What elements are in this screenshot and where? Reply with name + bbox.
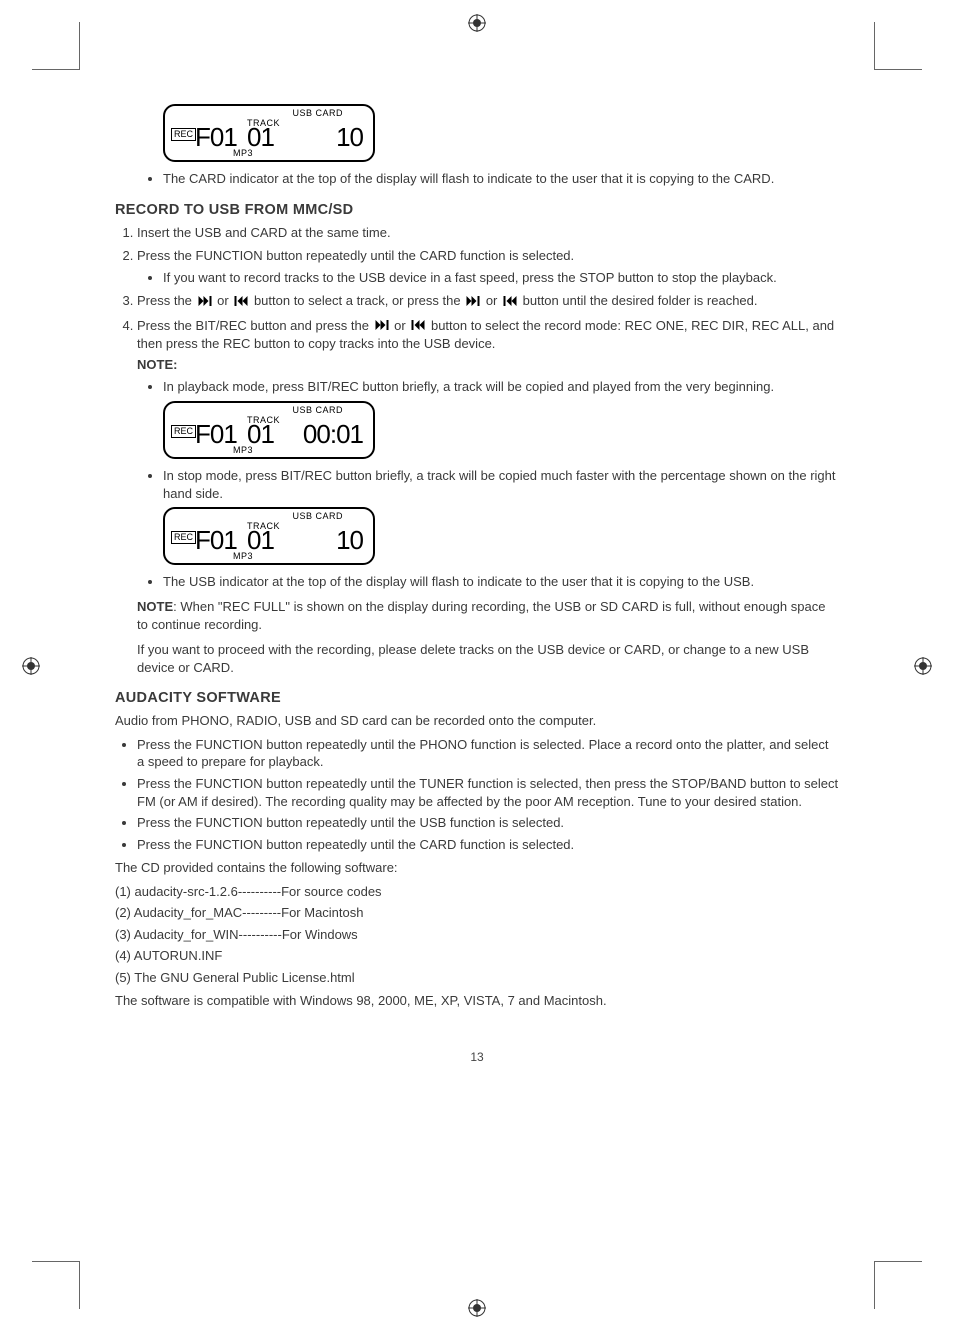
skip-backward-icon xyxy=(232,293,250,311)
crop-mark xyxy=(32,1261,80,1309)
lcd-mp3-label: MP3 xyxy=(233,551,253,561)
step-3a: Press the xyxy=(137,293,196,308)
skip-forward-icon xyxy=(464,293,482,311)
lcd-folder: F01 xyxy=(195,419,237,450)
lcd-rec-label: REC xyxy=(171,128,196,141)
cd-item-3: (3) Audacity_for_WIN----------For Window… xyxy=(115,926,839,944)
lcd-folder: F01 xyxy=(195,525,237,556)
registration-mark-icon xyxy=(468,14,486,32)
step-3b: or xyxy=(214,293,233,308)
cd-item-1: (1) audacity-src-1.2.6----------For sour… xyxy=(115,883,839,901)
compat-text: The software is compatible with Windows … xyxy=(115,992,839,1010)
cd-item-4: (4) AUTORUN.INF xyxy=(115,947,839,965)
audacity-b2: Press the FUNCTION button repeatedly unt… xyxy=(137,775,839,810)
step-2-sub: If you want to record tracks to the USB … xyxy=(163,269,839,287)
lcd-rec-label: REC xyxy=(171,425,196,438)
proceed-text: If you want to proceed with the recordin… xyxy=(137,641,839,676)
registration-mark-icon xyxy=(914,657,932,675)
lcd-mp3-label: MP3 xyxy=(233,445,253,455)
skip-backward-icon xyxy=(501,293,519,311)
audacity-intro: Audio from PHONO, RADIO, USB and SD card… xyxy=(115,712,839,730)
bullet-card-flash: The CARD indicator at the top of the dis… xyxy=(163,170,839,188)
step-3e: button until the desired folder is reach… xyxy=(519,293,757,308)
cd-software-list: (1) audacity-src-1.2.6----------For sour… xyxy=(115,883,839,987)
crop-mark xyxy=(874,1261,922,1309)
heading-record-to-usb: RECORD TO USB FROM MMC/SD xyxy=(115,202,839,218)
note-label: NOTE: xyxy=(137,356,839,374)
step-4b: or xyxy=(391,318,410,333)
skip-backward-icon xyxy=(409,317,427,335)
skip-forward-icon xyxy=(373,317,391,335)
lcd-folder: F01 xyxy=(195,122,237,153)
crop-mark xyxy=(874,22,922,70)
audacity-b4: Press the FUNCTION button repeatedly unt… xyxy=(137,836,839,854)
registration-mark-icon xyxy=(22,657,40,675)
record-usb-steps: Insert the USB and CARD at the same time… xyxy=(115,224,839,396)
note-full-text: : When "REC FULL" is shown on the displa… xyxy=(137,599,825,632)
audacity-b3: Press the FUNCTION button repeatedly unt… xyxy=(137,814,839,832)
step-3c: button to select a track, or press the xyxy=(250,293,464,308)
lcd-rec-label: REC xyxy=(171,531,196,544)
lcd-percent: 10 xyxy=(336,525,363,556)
step-2-text: Press the FUNCTION button repeatedly unt… xyxy=(137,248,574,263)
note-rec-full: NOTE: When "REC FULL" is shown on the di… xyxy=(137,598,839,633)
lcd-usb-card-label: USB CARD xyxy=(292,511,343,521)
step-3: Press the or button to select a track, o… xyxy=(137,292,839,310)
registration-mark-icon xyxy=(468,1299,486,1317)
lcd-percent: 10 xyxy=(336,122,363,153)
lcd-usb-card-label: USB CARD xyxy=(292,108,343,118)
crop-mark xyxy=(32,22,80,70)
note-stop: In stop mode, press BIT/REC button brief… xyxy=(163,467,839,502)
lcd-display: USB CARD TRACK REC F01 01 10 MP3 xyxy=(163,104,375,162)
note-playback: In playback mode, press BIT/REC button b… xyxy=(163,378,839,396)
usb-flash: The USB indicator at the top of the disp… xyxy=(163,573,839,591)
lcd-display: USB CARD TRACK REC F01 01 00:01 MP3 xyxy=(163,401,375,459)
page-number: 13 xyxy=(115,1050,839,1064)
lcd-mp3-label: MP3 xyxy=(233,148,253,158)
step-3d: or xyxy=(482,293,501,308)
page-content: USB CARD TRACK REC F01 01 10 MP3 The CAR… xyxy=(0,0,954,1124)
step-4: Press the BIT/REC button and press the o… xyxy=(137,317,839,396)
cd-intro: The CD provided contains the following s… xyxy=(115,859,839,877)
skip-forward-icon xyxy=(196,293,214,311)
lcd-display: USB CARD TRACK REC F01 01 10 MP3 xyxy=(163,507,375,565)
cd-item-5: (5) The GNU General Public License.html xyxy=(115,969,839,987)
note-full-label: NOTE xyxy=(137,599,173,614)
lcd-usb-card-label: USB CARD xyxy=(292,405,343,415)
step-1: Insert the USB and CARD at the same time… xyxy=(137,224,839,242)
heading-audacity: AUDACITY SOFTWARE xyxy=(115,690,839,706)
lcd-time: 00:01 xyxy=(303,419,363,450)
step-2: Press the FUNCTION button repeatedly unt… xyxy=(137,247,839,286)
step-4a: Press the BIT/REC button and press the xyxy=(137,318,373,333)
cd-item-2: (2) Audacity_for_MAC---------For Macinto… xyxy=(115,904,839,922)
audacity-b1: Press the FUNCTION button repeatedly unt… xyxy=(137,736,839,771)
